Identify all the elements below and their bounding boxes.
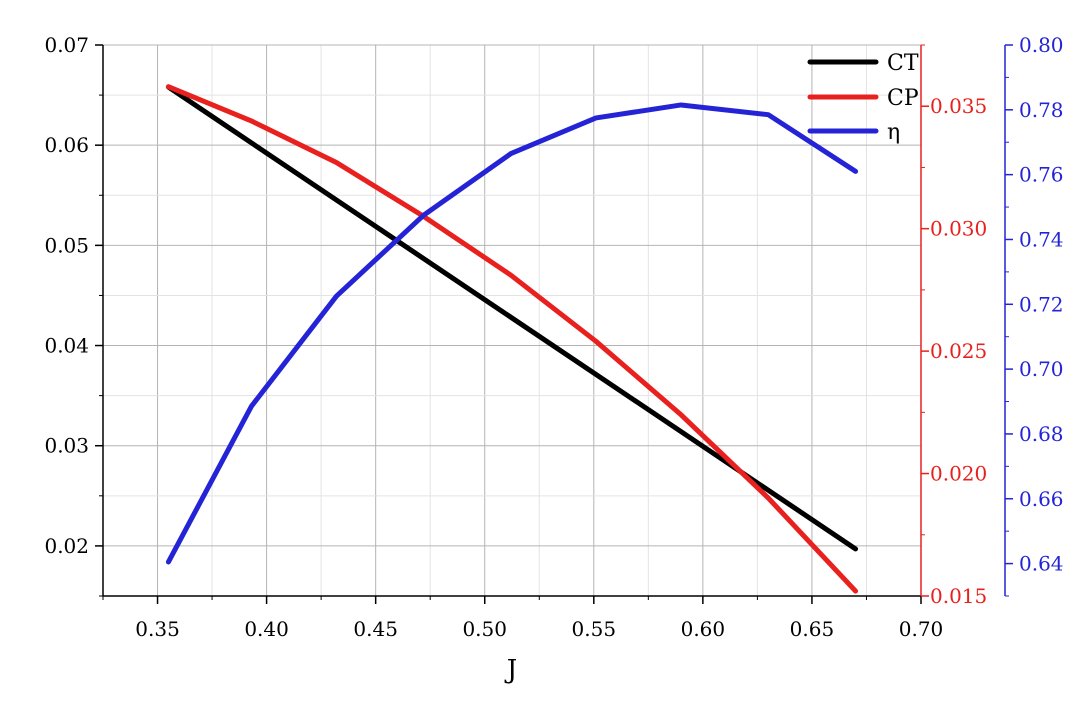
right2-tick-label: 0.74 [1019,227,1064,251]
right1-tick-label: 0.030 [930,217,987,241]
right2-tick-label: 0.66 [1019,487,1064,511]
right1-tick-label: 0.025 [930,339,987,363]
right2-tick-label: 0.70 [1019,357,1064,381]
legend-label-2: η [887,120,900,145]
x-tick-label: 0.35 [135,617,180,641]
x-tick-label: 0.50 [462,617,507,641]
x-tick-label: 0.65 [790,617,835,641]
x-tick-label: 0.55 [572,617,617,641]
right1-tick-label: 0.020 [930,462,987,486]
left-tick-label: 0.07 [44,33,89,57]
x-tick-label: 0.70 [899,617,944,641]
left-tick-label: 0.02 [44,534,89,558]
legend: CT CP η [807,51,919,145]
left-tick-label: 0.04 [44,334,89,358]
x-tick-label: 0.60 [681,617,726,641]
right2-tick-label: 0.64 [1019,552,1064,576]
legend-label-0: CT [887,51,919,76]
left-tick-label: 0.03 [44,434,89,458]
left-tick-label: 0.05 [44,233,89,257]
right2-tick-label: 0.68 [1019,422,1064,446]
series-line-1 [165,84,859,594]
x-tick-label: 0.45 [353,617,398,641]
right2-tick-label: 0.76 [1019,163,1064,187]
right2-tick-label: 0.72 [1019,292,1064,316]
right1-tick-label: 0.035 [930,94,987,118]
left-tick-label: 0.06 [44,133,89,157]
x-tick-label: 0.40 [244,617,289,641]
axes: 0.02 0.03 0.04 0.05 0.06 0.07 0.35 0.40 0.45 0.50… [44,33,1063,641]
right1-tick-label: 0.015 [930,584,987,608]
right2-tick-label: 0.80 [1019,33,1064,57]
right2-tick-label: 0.78 [1019,98,1064,122]
series-line-2 [165,102,859,565]
series-layer [165,84,859,594]
legend-label-1: CP [887,86,919,111]
x-axis-title: J [504,655,517,685]
